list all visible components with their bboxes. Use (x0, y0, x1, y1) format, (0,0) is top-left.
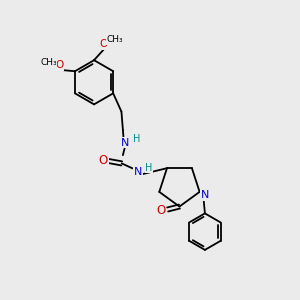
Text: O: O (99, 154, 108, 167)
Text: H: H (133, 134, 140, 144)
Text: H: H (146, 163, 153, 173)
Text: CH₃: CH₃ (40, 58, 57, 67)
Text: O: O (100, 39, 108, 49)
Text: O: O (157, 204, 166, 217)
Text: CH₃: CH₃ (106, 35, 123, 44)
Text: N: N (134, 167, 142, 177)
Text: N: N (121, 138, 129, 148)
Text: N: N (201, 190, 209, 200)
Text: O: O (56, 60, 64, 70)
